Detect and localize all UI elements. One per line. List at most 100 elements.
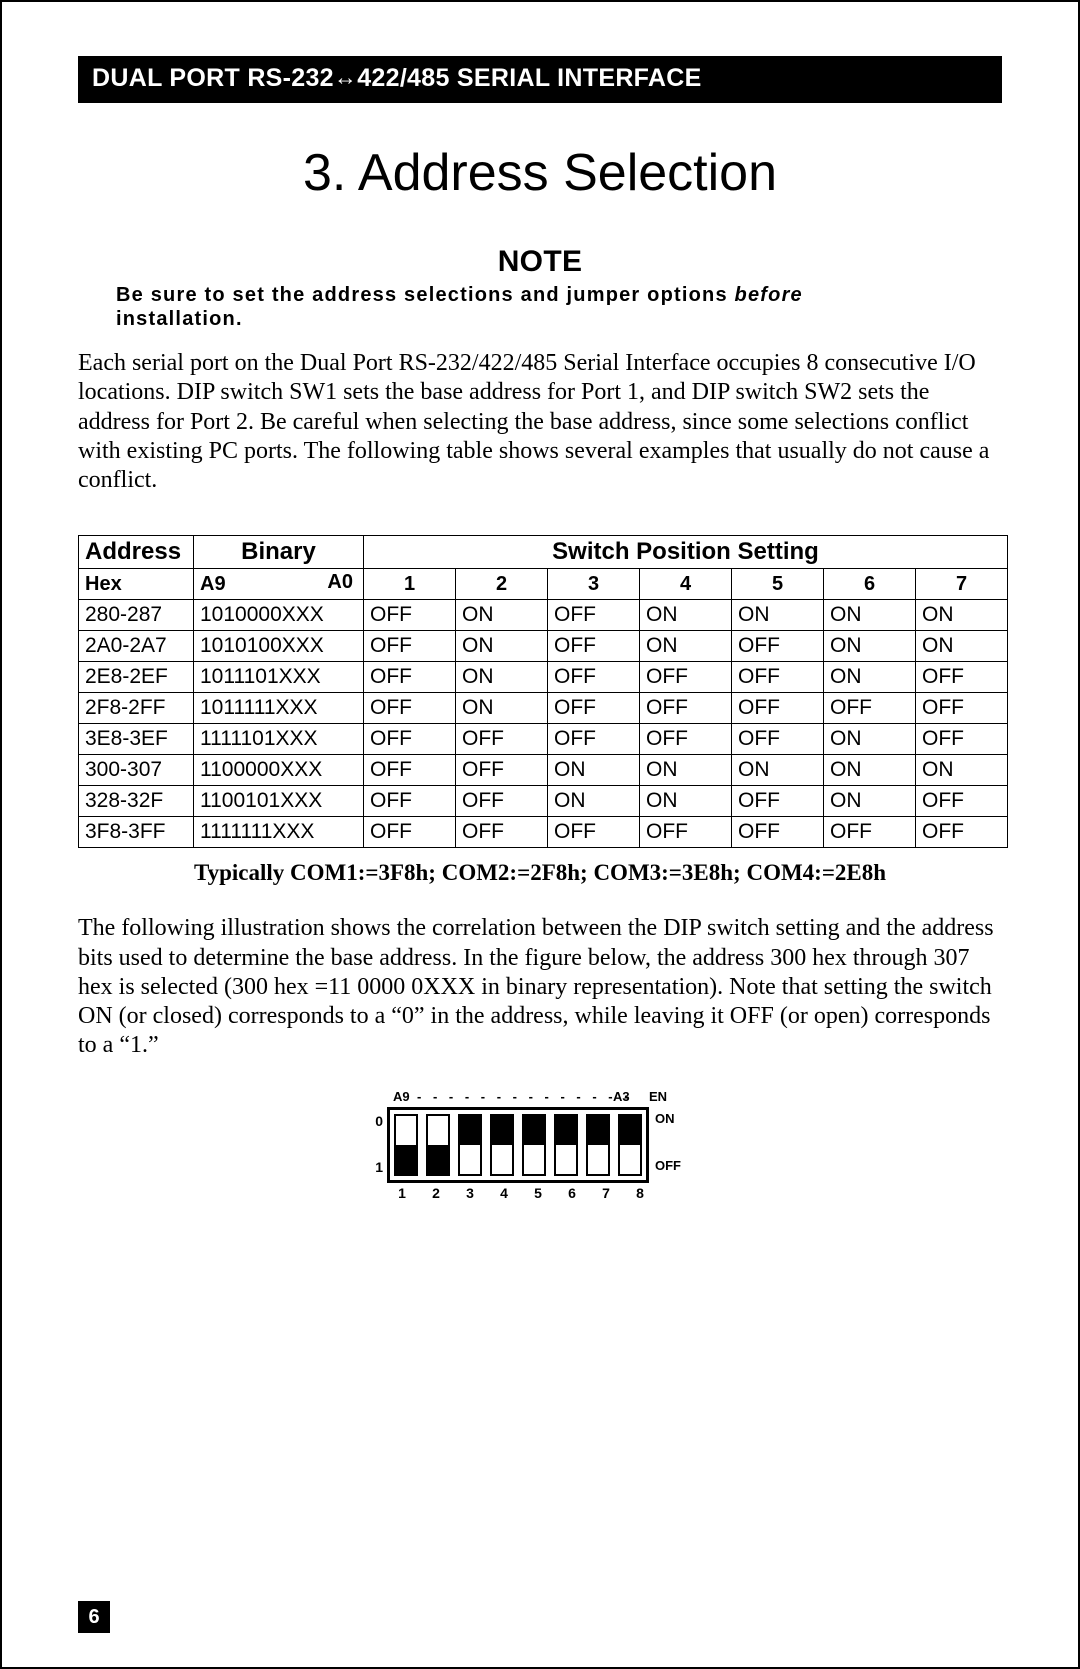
cell-switch: ON: [824, 631, 916, 662]
cell-switch: OFF: [364, 786, 456, 817]
cell-switch: ON: [824, 724, 916, 755]
th-a9: A9: [200, 573, 226, 595]
cell-switch: OFF: [640, 693, 732, 724]
page-number: 6: [78, 1601, 110, 1633]
cell-switch: OFF: [824, 693, 916, 724]
table-row: 2A0-2A71010100XXXOFFONOFFONOFFONON: [79, 631, 1008, 662]
table-row: 280-2871010000XXXOFFONOFFONONONON: [79, 600, 1008, 631]
note-text-emph: before: [735, 284, 803, 306]
dip-bottom-numbers: 12345678: [389, 1185, 715, 1201]
dip-top-labels: A9 - - - - - - - - - - - - - - A3 EN: [387, 1089, 715, 1105]
dip-switch: [394, 1114, 418, 1176]
cell-switch: ON: [916, 755, 1008, 786]
dip-right-labels: ON OFF: [655, 1107, 681, 1177]
cell-switch: ON: [916, 600, 1008, 631]
cell-switch: ON: [456, 693, 548, 724]
cell-binary: 1010000XXX: [194, 600, 364, 631]
th-hex: Hex: [79, 569, 194, 600]
th-sw6: 6: [824, 569, 916, 600]
cell-binary: 1111101XXX: [194, 724, 364, 755]
dip-right-on: ON: [655, 1111, 681, 1126]
note-text-suffix: installation.: [116, 308, 243, 330]
dip-switch: [618, 1114, 642, 1176]
dip-switch: [490, 1114, 514, 1176]
dip-label-a9: A9: [393, 1089, 410, 1104]
th-sw4: 4: [640, 569, 732, 600]
cell-hex: 2E8-2EF: [79, 662, 194, 693]
cell-hex: 2F8-2FF: [79, 693, 194, 724]
cell-switch: ON: [640, 755, 732, 786]
dip-label-en: EN: [649, 1089, 667, 1104]
dip-num: 6: [559, 1185, 585, 1201]
dip-num: 2: [423, 1185, 449, 1201]
cell-switch: OFF: [916, 693, 1008, 724]
dip-label-dashes: - - - - - - - - - - - - - -: [417, 1089, 633, 1104]
th-sw1: 1: [364, 569, 456, 600]
paragraph-2: The following illustration shows the cor…: [78, 914, 1002, 1060]
cell-switch: OFF: [456, 786, 548, 817]
note-heading: NOTE: [78, 245, 1002, 279]
cell-switch: OFF: [916, 662, 1008, 693]
cell-switch: ON: [824, 662, 916, 693]
cell-switch: OFF: [916, 786, 1008, 817]
cell-switch: OFF: [548, 662, 640, 693]
cell-hex: 3E8-3EF: [79, 724, 194, 755]
dip-row: 0 1 ON OFF: [365, 1107, 715, 1183]
cell-switch: ON: [824, 600, 916, 631]
table-row: 3E8-3EF1111101XXXOFFOFFOFFOFFOFFONOFF: [79, 724, 1008, 755]
cell-binary: 1011111XXX: [194, 693, 364, 724]
cell-switch: OFF: [364, 631, 456, 662]
header-arrows: ↔: [334, 64, 357, 90]
cell-switch: ON: [824, 786, 916, 817]
header-suffix: 422/485 SERIAL INTERFACE: [357, 64, 701, 92]
cell-hex: 3F8-3FF: [79, 817, 194, 848]
cell-binary: 1100000XXX: [194, 755, 364, 786]
table-header-2: Hex A9 A0 1 2 3 4 5 6 7: [79, 569, 1008, 600]
th-a9a0: A9 A0: [194, 569, 364, 600]
chapter-title: 3. Address Selection: [78, 143, 1002, 203]
cell-switch: OFF: [548, 600, 640, 631]
table-row: 2F8-2FF1011111XXXOFFONOFFOFFOFFOFFOFF: [79, 693, 1008, 724]
paragraph-1: Each serial port on the Dual Port RS-232…: [78, 349, 1002, 495]
cell-switch: ON: [916, 631, 1008, 662]
cell-switch: ON: [732, 755, 824, 786]
cell-switch: ON: [640, 631, 732, 662]
address-table: Address Binary Switch Position Setting H…: [78, 535, 1008, 848]
table-row: 328-32F1100101XXXOFFOFFONONOFFONOFF: [79, 786, 1008, 817]
table-body: 280-2871010000XXXOFFONOFFONONONON2A0-2A7…: [79, 600, 1008, 848]
dip-label-a3: A3: [613, 1089, 630, 1104]
table-header-1: Address Binary Switch Position Setting: [79, 536, 1008, 569]
cell-switch: OFF: [364, 724, 456, 755]
dip-switch: [586, 1114, 610, 1176]
cell-switch: ON: [640, 786, 732, 817]
cell-switch: OFF: [364, 662, 456, 693]
cell-switch: OFF: [640, 724, 732, 755]
cell-binary: 1010100XXX: [194, 631, 364, 662]
table-row: 300-3071100000XXXOFFOFFONONONONON: [79, 755, 1008, 786]
cell-switch: OFF: [640, 817, 732, 848]
cell-switch: OFF: [732, 817, 824, 848]
cell-switch: ON: [456, 631, 548, 662]
th-switch: Switch Position Setting: [364, 536, 1008, 569]
note-text-prefix: Be sure to set the address selections an…: [116, 284, 735, 306]
cell-switch: ON: [456, 662, 548, 693]
cell-binary: 1111111XXX: [194, 817, 364, 848]
th-sw7: 7: [916, 569, 1008, 600]
dip-num: 7: [593, 1185, 619, 1201]
cell-switch: ON: [824, 755, 916, 786]
header-prefix: DUAL PORT RS-232: [92, 64, 334, 92]
cell-switch: OFF: [732, 662, 824, 693]
th-sw3: 3: [548, 569, 640, 600]
cell-switch: ON: [640, 600, 732, 631]
cell-switch: OFF: [640, 662, 732, 693]
cell-switch: OFF: [824, 817, 916, 848]
note-text: Be sure to set the address selections an…: [116, 283, 1002, 331]
cell-switch: OFF: [732, 786, 824, 817]
th-sw5: 5: [732, 569, 824, 600]
cell-switch: OFF: [364, 755, 456, 786]
cell-switch: OFF: [916, 724, 1008, 755]
cell-switch: OFF: [456, 755, 548, 786]
dip-num: 8: [627, 1185, 653, 1201]
cell-switch: OFF: [548, 724, 640, 755]
page: DUAL PORT RS-232↔422/485 SERIAL INTERFAC…: [0, 0, 1080, 1669]
